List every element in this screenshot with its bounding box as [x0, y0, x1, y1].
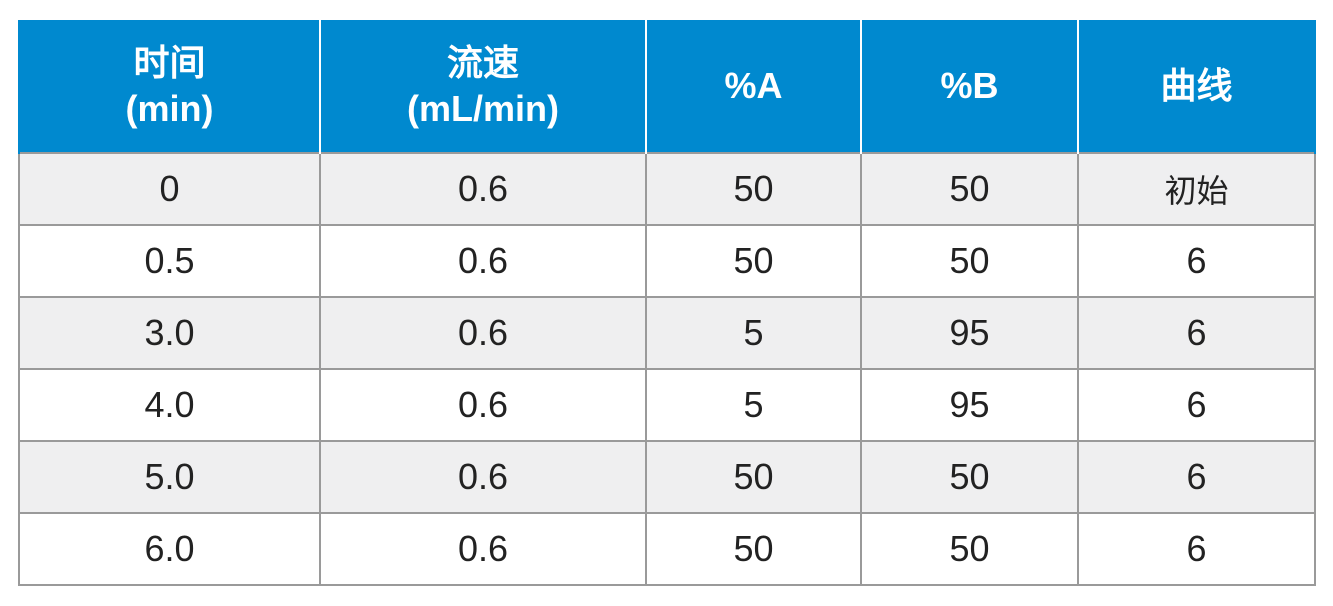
- cell-time: 0: [18, 152, 321, 226]
- cell-percent-b: 50: [860, 152, 1079, 226]
- cell-percent-a: 50: [645, 440, 862, 514]
- gradient-table: 时间 (min) 流速 (mL/min) %A %B 曲线 0 0.6 50 5…: [18, 20, 1316, 586]
- cell-percent-a: 50: [645, 224, 862, 298]
- cell-percent-b: 95: [860, 296, 1079, 370]
- cell-percent-b: 50: [860, 224, 1079, 298]
- cell-time: 4.0: [18, 368, 321, 442]
- header-label: 曲线: [1160, 65, 1233, 106]
- table-row: 4.0 0.6 5 95 6: [18, 368, 1316, 442]
- cell-time: 6.0: [18, 512, 321, 586]
- cell-percent-b: 50: [860, 440, 1079, 514]
- cell-percent-a: 50: [645, 152, 862, 226]
- cell-time: 0.5: [18, 224, 321, 298]
- header-curve: 曲线: [1077, 20, 1316, 153]
- header-unit: (min): [125, 88, 214, 129]
- header-row: 时间 (min) 流速 (mL/min) %A %B 曲线: [18, 20, 1316, 153]
- table-row: 0 0.6 50 50 初始: [18, 152, 1316, 226]
- cell-flow-rate: 0.6: [319, 296, 647, 370]
- header-percent-a: %A: [645, 20, 862, 153]
- header-label: %B: [940, 65, 999, 106]
- cell-percent-a: 50: [645, 512, 862, 586]
- header-percent-b: %B: [860, 20, 1079, 153]
- cell-percent-b: 95: [860, 368, 1079, 442]
- cell-percent-b: 50: [860, 512, 1079, 586]
- cell-curve: 6: [1077, 296, 1316, 370]
- cell-flow-rate: 0.6: [319, 440, 647, 514]
- cell-percent-a: 5: [645, 296, 862, 370]
- header-label: 时间: [133, 42, 206, 83]
- table-row: 6.0 0.6 50 50 6: [18, 512, 1316, 586]
- cell-curve: 6: [1077, 512, 1316, 586]
- table-row: 0.5 0.6 50 50 6: [18, 224, 1316, 298]
- header-label: %A: [724, 65, 783, 106]
- header-flow-rate: 流速 (mL/min): [319, 20, 647, 153]
- cell-flow-rate: 0.6: [319, 224, 647, 298]
- header-time: 时间 (min): [18, 20, 321, 153]
- cell-flow-rate: 0.6: [319, 368, 647, 442]
- cell-curve: 6: [1077, 368, 1316, 442]
- cell-flow-rate: 0.6: [319, 152, 647, 226]
- header-unit: (mL/min): [407, 88, 559, 129]
- header-label: 流速: [446, 42, 519, 83]
- cell-curve: 初始: [1077, 152, 1316, 226]
- cell-curve: 6: [1077, 224, 1316, 298]
- cell-flow-rate: 0.6: [319, 512, 647, 586]
- cell-curve: 6: [1077, 440, 1316, 514]
- table-row: 5.0 0.6 50 50 6: [18, 440, 1316, 514]
- cell-time: 3.0: [18, 296, 321, 370]
- table-row: 3.0 0.6 5 95 6: [18, 296, 1316, 370]
- cell-time: 5.0: [18, 440, 321, 514]
- cell-percent-a: 5: [645, 368, 862, 442]
